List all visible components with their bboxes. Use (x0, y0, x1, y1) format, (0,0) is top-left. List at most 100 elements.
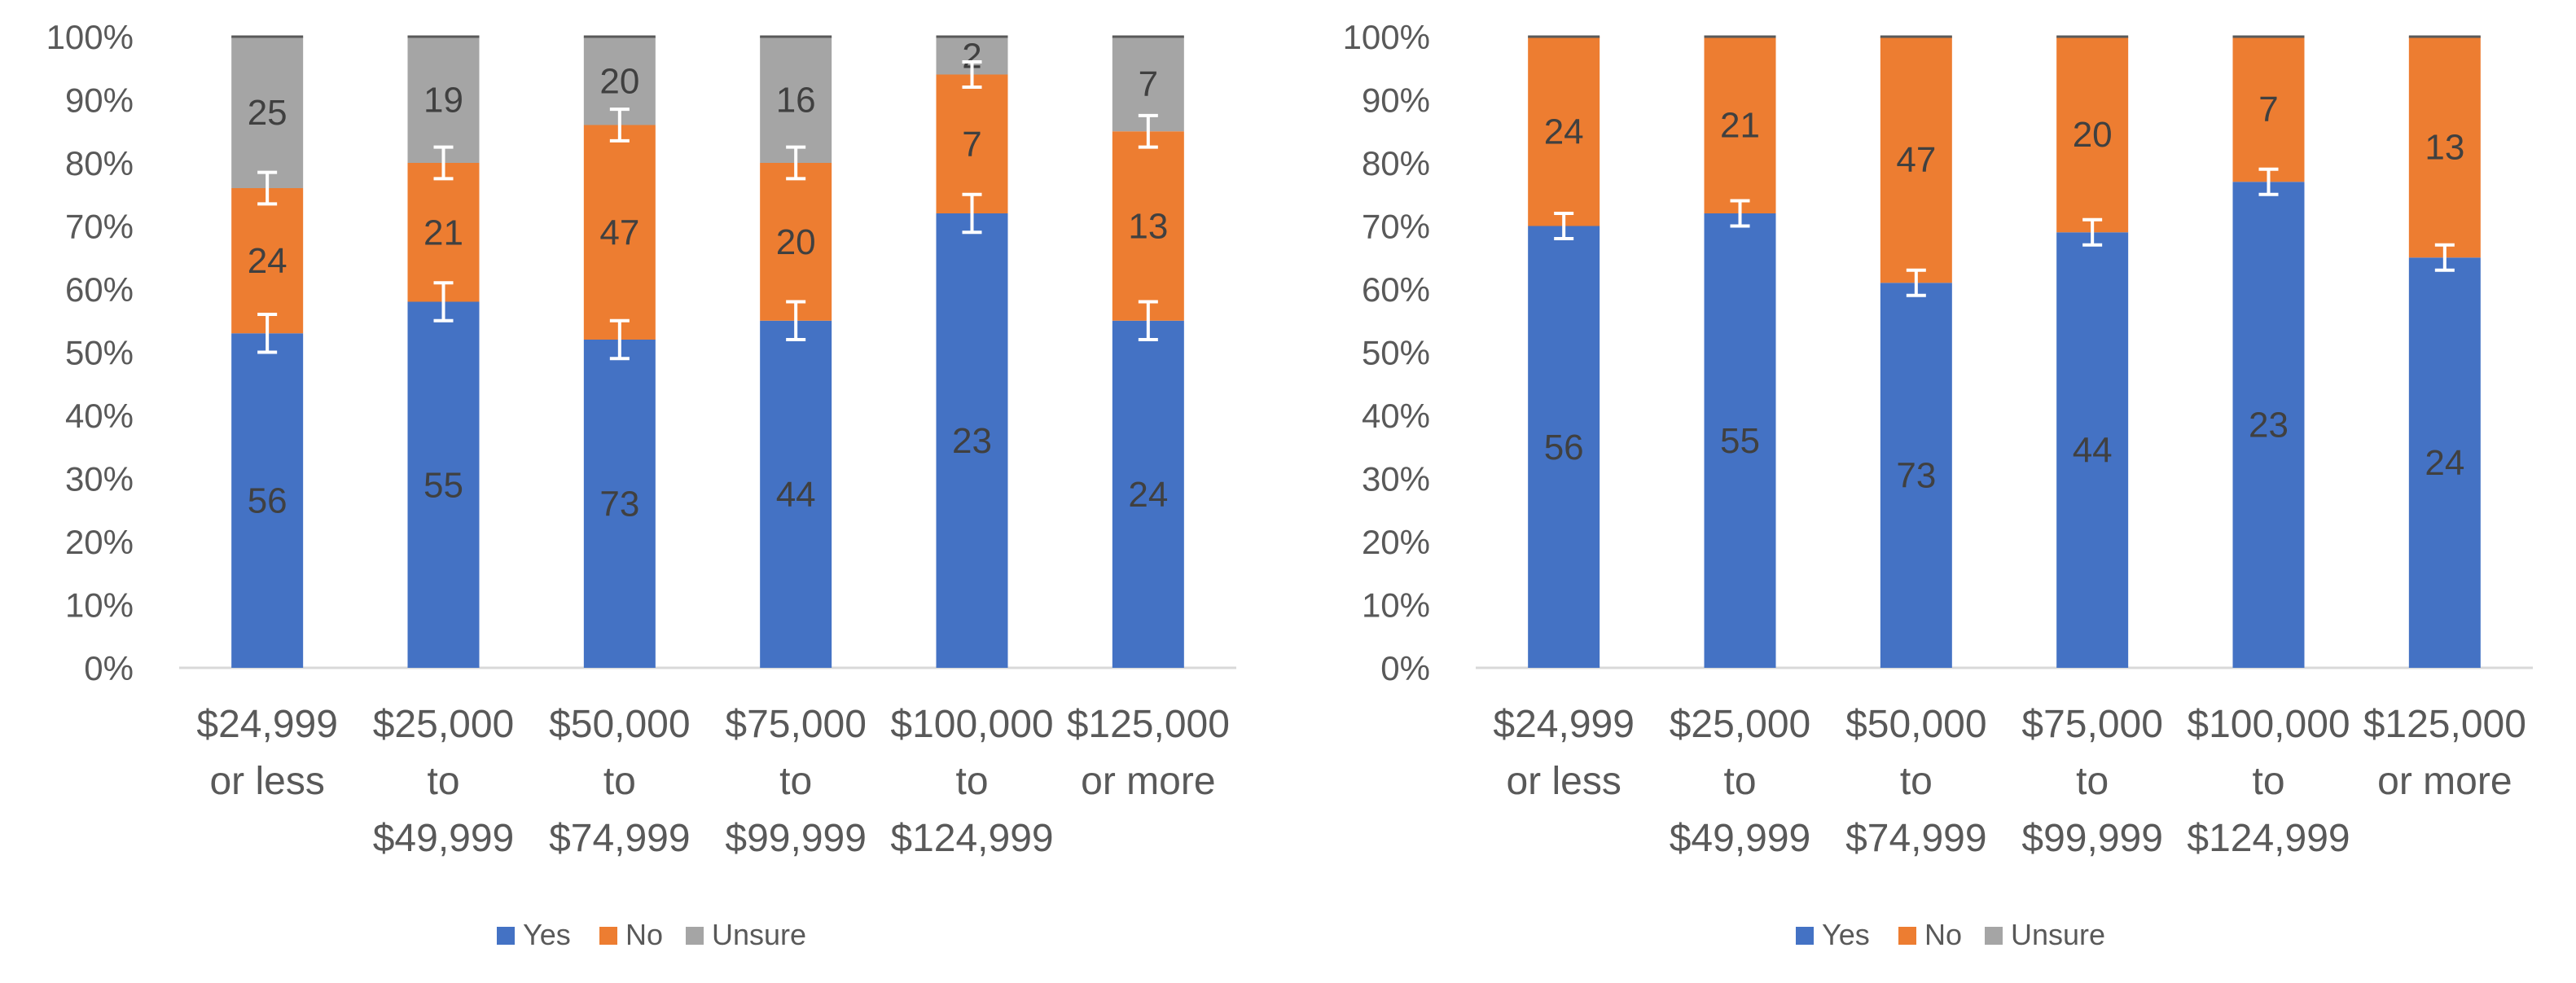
data-label: 24 (248, 241, 287, 281)
legend-swatch-no (1898, 927, 1916, 945)
x-tick-label: or more (2377, 760, 2512, 803)
bar-segment-yes (407, 301, 480, 668)
bar-segment-yes (760, 320, 832, 668)
y-tick-label: 30% (1362, 460, 1430, 498)
x-tick-label: $50,000 (549, 703, 691, 746)
legend-label-unsure: Unsure (2011, 918, 2105, 951)
legend-swatch-yes (497, 927, 515, 945)
data-label: 7 (962, 125, 981, 165)
y-tick-label: 50% (65, 334, 134, 372)
bar-segment-no (407, 163, 480, 302)
data-label: 24 (2425, 443, 2464, 483)
x-tick-label: $50,000 (1845, 703, 1987, 746)
y-tick-label: 40% (1362, 397, 1430, 435)
data-label: 73 (1896, 456, 1936, 496)
x-tick-label: $124,999 (2187, 817, 2350, 860)
x-tick-label: to (603, 760, 636, 803)
y-tick-label: 90% (65, 81, 134, 120)
x-tick-label: to (779, 760, 812, 803)
x-tick-label: $74,999 (1845, 817, 1987, 860)
y-tick-label: 10% (1362, 586, 1430, 625)
x-tick-label: $75,000 (725, 703, 867, 746)
legend-swatch-yes (1796, 927, 1814, 945)
x-tick-label: $125,000 (1067, 703, 1230, 746)
legend-label-no: No (1924, 918, 1962, 951)
data-label: 16 (776, 81, 816, 121)
data-label: 25 (248, 93, 287, 133)
bar-segment-no (760, 163, 832, 321)
y-tick-label: 20% (1362, 523, 1430, 561)
y-tick-label: 80% (1362, 144, 1430, 182)
data-label: 13 (1128, 207, 1168, 247)
bar-segment-no (936, 74, 1008, 213)
x-tick-label: $49,999 (1670, 817, 1811, 860)
chart-panel-1: 0% 10% 20% 30% 40% 50% 60% 70% 80% 90% 100% 56 24 25 $… (46, 18, 1236, 951)
data-label: 47 (1896, 140, 1936, 180)
y-tick-label: 60% (65, 270, 134, 309)
data-label: 55 (1720, 421, 1760, 461)
y-tick-label: 60% (1362, 270, 1430, 309)
data-label: 24 (1544, 112, 1584, 151)
bar-segment-yes (1880, 283, 1952, 668)
bar-segment-yes (2408, 257, 2481, 668)
data-label: 20 (599, 61, 639, 101)
bar-segment-yes (1112, 320, 1184, 668)
x-tick-label: $99,999 (725, 817, 867, 860)
x-tick-label: to (1900, 760, 1933, 803)
x-tick-label: or less (209, 760, 324, 803)
y-tick-label: 100% (46, 18, 134, 56)
data-label: 44 (2073, 431, 2113, 471)
data-label: 7 (2258, 90, 2278, 129)
bar-segment-yes (936, 213, 1008, 668)
x-tick-label: or less (1506, 760, 1621, 803)
y-tick-label: 90% (1362, 81, 1430, 120)
bar-segment-yes (583, 340, 656, 668)
bar-segment-unsure (760, 37, 832, 163)
bar-segment-yes (1528, 226, 1600, 668)
x-tick-label: to (1723, 760, 1756, 803)
data-label: 44 (776, 475, 816, 515)
data-label: 24 (1128, 475, 1168, 515)
x-tick-label: to (427, 760, 459, 803)
x-tick-label: $124,999 (890, 817, 1053, 860)
y-tick-label: 50% (1362, 334, 1430, 372)
x-tick-label: $24,999 (1493, 703, 1635, 746)
data-label: 21 (1720, 106, 1760, 146)
bar-segment-no (1528, 37, 1600, 226)
y-tick-label: 40% (65, 397, 134, 435)
bar-segment-yes (2232, 182, 2305, 668)
data-label: 56 (248, 481, 287, 521)
x-tick-label: $125,000 (2363, 703, 2526, 746)
x-tick-label: $25,000 (1670, 703, 1811, 746)
chart-panel-2: 0% 10% 20% 30% 40% 50% 60% 70% 80% 90% 100% 56 24 $24… (1343, 18, 2533, 951)
y-tick-label: 0% (1380, 649, 1430, 687)
bar-segment-yes (2056, 232, 2129, 668)
bar-segment-no (1704, 37, 1776, 213)
data-label: 73 (599, 485, 639, 524)
y-tick-label: 70% (1362, 208, 1430, 246)
x-tick-label: $49,999 (373, 817, 515, 860)
x-tick-label: $99,999 (2021, 817, 2163, 860)
y-tick-label: 0% (84, 649, 134, 687)
x-tick-label: to (2252, 760, 2284, 803)
bar-segment-no (583, 125, 656, 340)
bar-segment-no (2232, 37, 2305, 182)
y-tick-label: 70% (65, 208, 134, 246)
bar-segment-yes (231, 333, 304, 668)
bar-segment-no (1880, 37, 1952, 283)
bar-segment-no (231, 188, 304, 334)
bar-segment-unsure (231, 37, 304, 188)
bar-segment-no (2056, 37, 2129, 233)
y-tick-label: 100% (1343, 18, 1430, 56)
x-tick-label: $25,000 (373, 703, 515, 746)
y-tick-label: 20% (65, 523, 134, 561)
bar-segment-yes (1704, 213, 1776, 668)
data-label: 20 (2073, 115, 2113, 155)
data-label: 13 (2425, 128, 2464, 168)
data-label: 55 (423, 465, 463, 505)
data-label: 47 (599, 213, 639, 252)
legend-label-yes: Yes (1822, 918, 1870, 951)
x-tick-label: to (2076, 760, 2109, 803)
data-label: 23 (2249, 406, 2289, 445)
